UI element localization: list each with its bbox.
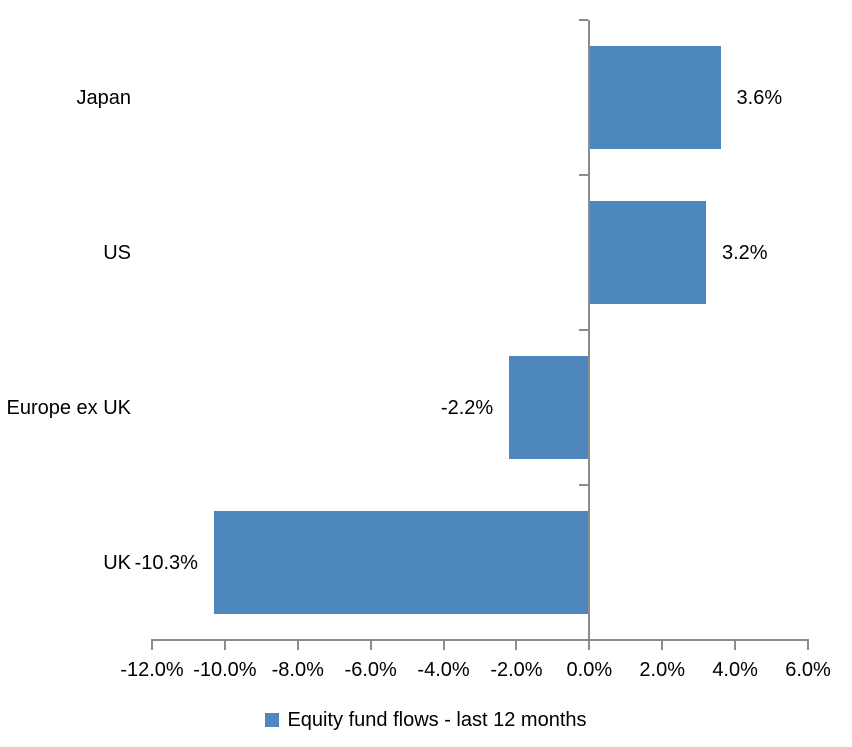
y-axis-line [588, 20, 591, 641]
bar-uk [213, 510, 590, 615]
bar-us [589, 200, 706, 305]
category-label-europe-ex-uk: Europe ex UK [6, 396, 131, 419]
x-axis-tick [369, 641, 372, 650]
x-axis-tick [807, 641, 809, 650]
category-label-japan: Japan [76, 86, 132, 109]
category-label-uk: UK [103, 551, 131, 574]
x-axis-tick [588, 641, 591, 650]
x-axis-tick [296, 641, 299, 650]
y-axis-tick [579, 484, 589, 486]
x-axis-tick [151, 641, 153, 650]
x-axis-line [151, 639, 809, 641]
x-tick-label-0: -12.0% [120, 659, 184, 681]
value-label-uk: -10.3% [134, 551, 198, 574]
x-tick-label-1: -10.0% [193, 659, 257, 681]
bar-europe-ex-uk [509, 355, 590, 460]
legend-swatch-icon [265, 713, 280, 727]
legend-label: Equity fund flows - last 12 months [287, 708, 587, 731]
x-tick-label-6: 0.0% [566, 659, 613, 681]
x-tick-label-8: 4.0% [712, 659, 758, 681]
x-axis-tick [515, 641, 518, 650]
value-label-japan: 3.6% [736, 86, 783, 109]
x-tick-label-2: -8.0% [271, 659, 324, 681]
x-tick-label-5: -2.0% [490, 659, 543, 681]
y-axis-tick [579, 19, 589, 21]
x-axis-tick [661, 641, 664, 650]
x-tick-label-9: 6.0% [785, 659, 831, 681]
x-tick-label-4: -4.0% [417, 659, 470, 681]
x-tick-label-3: -6.0% [344, 659, 397, 681]
x-axis-tick [734, 641, 737, 650]
bar-japan [589, 45, 721, 150]
value-label-europe-ex-uk: -2.2% [440, 396, 494, 419]
legend: Equity fund flows - last 12 months [0, 704, 852, 736]
y-axis-tick [579, 329, 589, 331]
category-label-us: US [103, 241, 131, 264]
y-axis-tick [579, 174, 589, 176]
x-axis-tick [442, 641, 445, 650]
x-axis-tick [223, 641, 226, 650]
x-tick-label-7: 2.0% [639, 659, 686, 681]
value-label-us: 3.2% [721, 241, 768, 264]
